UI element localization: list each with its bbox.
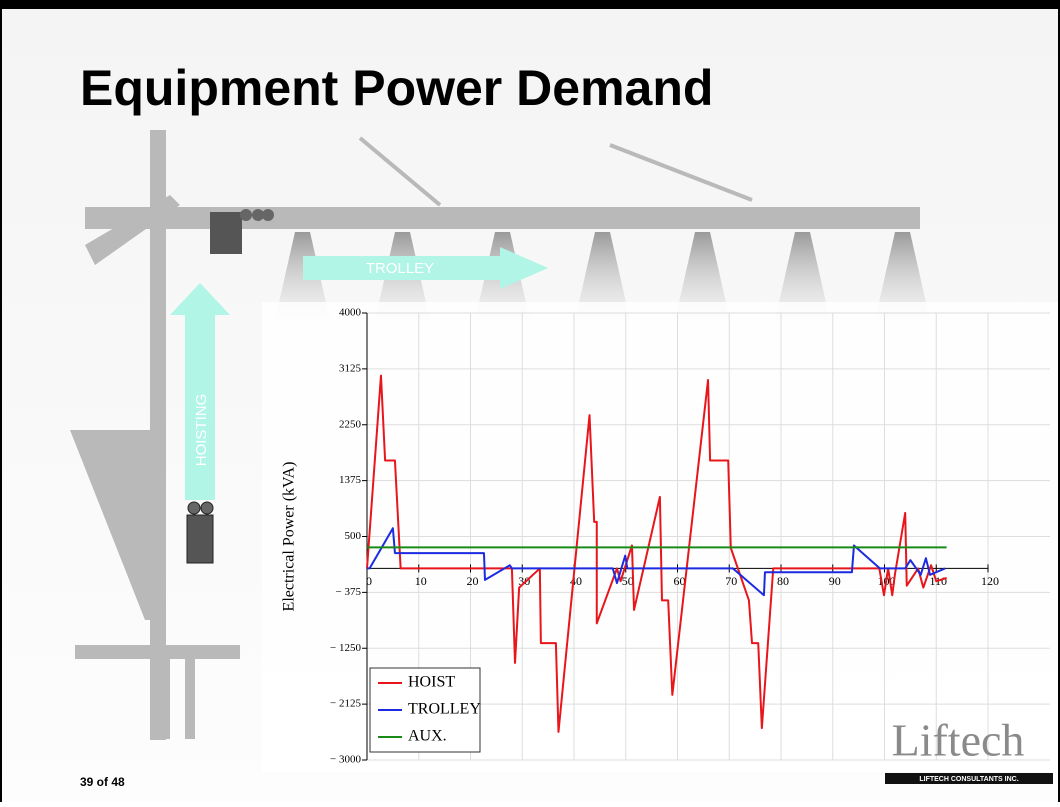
x-tick-label: 10 — [415, 574, 427, 588]
y-tick-label: − 375 — [336, 586, 362, 598]
y-tick-label: − 2125 — [330, 698, 361, 710]
slide-title: Equipment Power Demand — [80, 60, 713, 116]
y-tick-label: 3125 — [339, 362, 362, 374]
page: Equipment Power Demand HOISTING TROLLEY … — [0, 0, 1060, 802]
trolley-label: TROLLEY — [366, 260, 434, 277]
slide: Equipment Power Demand HOISTING TROLLEY … — [0, 0, 1060, 802]
legend-label: AUX. — [408, 728, 447, 745]
hoisting-label: HOISTING — [193, 394, 210, 467]
x-tick-label: 70 — [725, 574, 737, 588]
x-tick-label: 120 — [981, 574, 999, 588]
left-edge — [0, 0, 2, 802]
page-number: 39 of 48 — [80, 775, 125, 789]
logo-subtitle: LIFTECH CONSULTANTS INC. — [919, 776, 1018, 783]
y-tick-label: 500 — [345, 530, 362, 542]
y-tick-label: 1375 — [339, 474, 362, 486]
y-tick-label: − 3000 — [330, 754, 361, 766]
y-tick-label: 4000 — [339, 307, 362, 319]
x-tick-label: 20 — [467, 574, 479, 588]
y-axis-label: Electrical Power (kVA) — [281, 462, 298, 612]
x-tick-label: 80 — [777, 574, 789, 588]
y-tick-label: − 1250 — [330, 642, 361, 654]
y-tick-label: 2250 — [339, 418, 362, 430]
top-bar — [0, 0, 1060, 9]
x-tick-label: 90 — [829, 574, 841, 588]
legend-label: HOIST — [408, 674, 455, 691]
legend-label: TROLLEY — [408, 701, 481, 718]
logo: Liftech — [892, 715, 1025, 766]
